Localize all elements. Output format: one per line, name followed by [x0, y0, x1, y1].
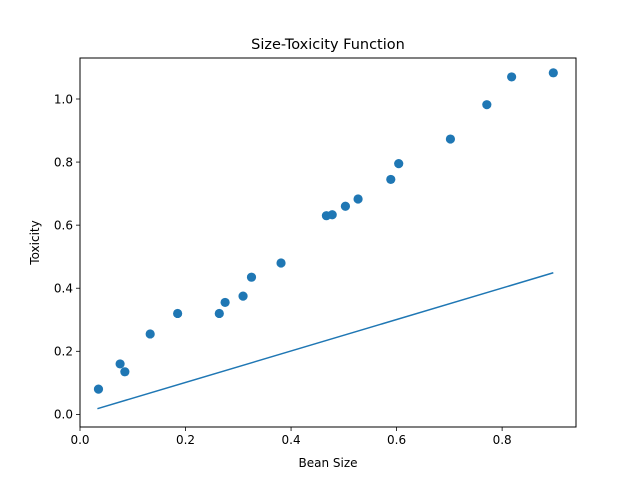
y-tick-label: 0.2	[54, 345, 73, 359]
scatter-point	[548, 68, 558, 78]
scatter-point	[145, 329, 155, 339]
scatter-point	[353, 194, 363, 204]
scatter-point	[445, 134, 456, 144]
x-tick-label: 0.6	[387, 433, 406, 447]
x-axis: 0.0 0.2 0.4 0.6 0.8	[70, 427, 512, 447]
scatter-point	[386, 174, 396, 185]
x-tick-label: 0.0	[70, 433, 89, 447]
y-tick-label: 0.8	[54, 155, 73, 169]
scatter-point	[93, 384, 104, 394]
scatter-point	[482, 100, 492, 110]
scatter-point	[507, 72, 517, 82]
y-axis-label: Toxicity	[28, 220, 42, 265]
y-axis: 0.0 0.2 0.4 0.6 0.8 1.0	[54, 92, 80, 422]
y-tick-label: 0.6	[54, 218, 73, 232]
scatter-point	[173, 308, 183, 319]
scatter-point	[340, 201, 351, 211]
x-tick-label: 0.8	[493, 433, 512, 447]
y-tick-label: 1.0	[54, 92, 73, 106]
scatter-point	[220, 297, 230, 308]
x-tick-label: 0.2	[176, 433, 195, 447]
scatter-point	[394, 159, 404, 169]
chart-title: Size-Toxicity Function	[251, 37, 405, 53]
scatter-point	[246, 272, 257, 282]
scatter-point	[276, 258, 286, 268]
scatter-point	[115, 359, 125, 369]
axes-frame	[79, 57, 577, 428]
plot-area	[93, 68, 558, 410]
fit-line	[97, 272, 554, 410]
scatter-point	[238, 291, 248, 301]
y-tick-label: 0.0	[54, 408, 73, 422]
scatter-point	[120, 367, 130, 377]
x-tick-label: 0.4	[282, 433, 301, 447]
scatter-point	[214, 308, 224, 319]
scatter-point	[327, 210, 337, 220]
x-axis-label: Bean Size	[298, 456, 357, 470]
y-tick-label: 0.4	[54, 282, 73, 296]
